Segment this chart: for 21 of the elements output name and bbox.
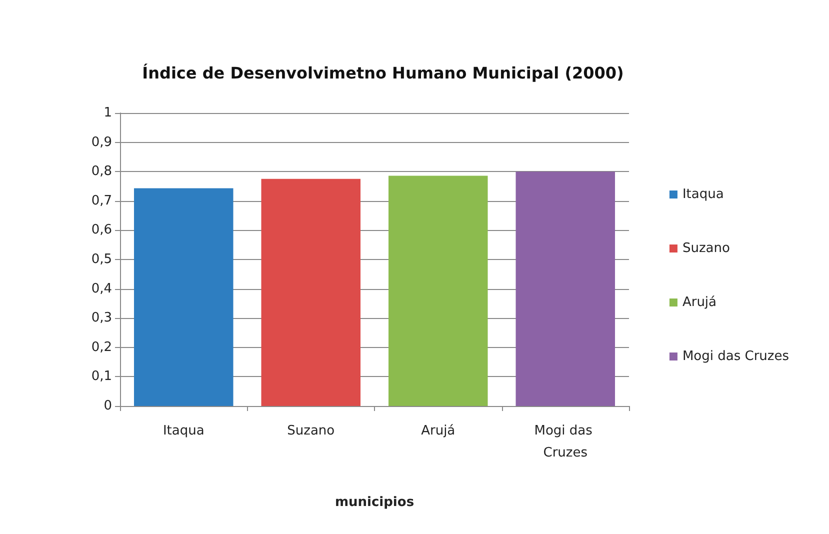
y-tick-label: 1 bbox=[104, 106, 112, 120]
legend-label: Itaqua bbox=[682, 187, 724, 202]
legend-label: Arujá bbox=[682, 295, 717, 310]
y-tick-label: 0,4 bbox=[91, 281, 112, 296]
legend-label: Mogi das Cruzes bbox=[682, 349, 790, 364]
x-tick-label: Suzano bbox=[287, 424, 335, 438]
y-tick-label: 0,2 bbox=[91, 340, 112, 355]
y-tick-label: 0,9 bbox=[91, 134, 112, 150]
x-axis-title: municipios bbox=[334, 495, 414, 510]
x-tick-label: Arujá bbox=[421, 424, 456, 438]
y-tick-label: 0,7 bbox=[91, 193, 112, 208]
y-tick-label: 0,1 bbox=[91, 369, 112, 384]
y-tick-label: 0,8 bbox=[91, 164, 112, 180]
x-tick-label: Mogi das Cruzes bbox=[534, 424, 597, 460]
legend-label: Suzano bbox=[682, 241, 730, 256]
x-tick-label: Itaqua bbox=[162, 424, 204, 438]
y-tick-label: 0,5 bbox=[91, 252, 112, 267]
y-tick-label: 0,6 bbox=[91, 222, 112, 238]
chart-title: Índice de Desenvolvimetno Humano Municipal (2000) bbox=[142, 64, 624, 82]
y-tick-label: 0,3 bbox=[91, 310, 112, 326]
y-tick-label: 0 bbox=[104, 398, 112, 414]
